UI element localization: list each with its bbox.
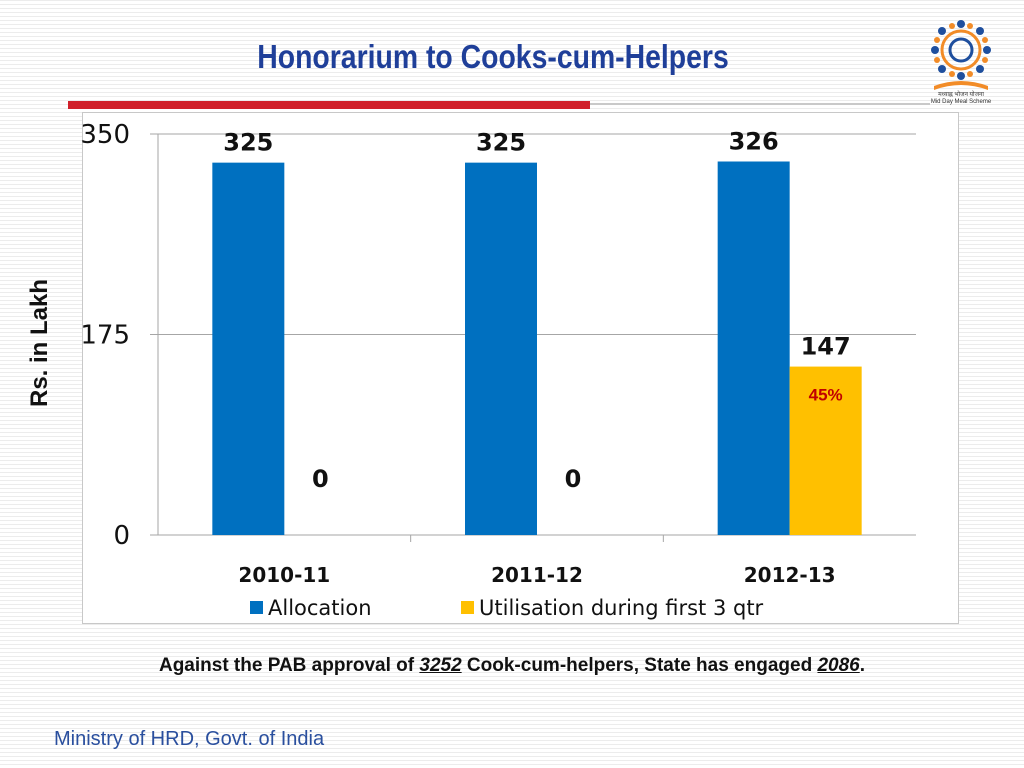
bar-0-2 [717,161,790,536]
data-label-0-2: 326 [729,127,779,155]
legend-item-allocation: Allocation [250,596,372,620]
footnote-engaged-count: 2086 [817,655,860,676]
logo-caption: मध्याह्न भोजन योजना Mid Day Meal Scheme [918,92,1004,106]
title-divider [590,103,930,105]
footer-text: Ministry of HRD, Govt. of India [54,728,325,750]
y-tick-label-1: 175 [80,321,130,351]
mid-day-meal-logo-icon [931,20,991,90]
footnote-approved-count: 3252 [419,655,462,676]
slide-title: Honorarium to Cooks-cum-Helpers [257,38,729,75]
legend-label-allocation: Allocation [268,596,372,620]
x-tick-label-1: 2011-12 [491,563,583,587]
logo-caption-english: Mid Day Meal Scheme [930,99,992,105]
legend-label-utilisation: Utilisation during first 3 qtr [479,596,764,620]
bar-0-0 [212,162,285,535]
y-tick-label-0: 0 [113,521,130,551]
legend-item-utilisation: Utilisation during first 3 qtr [461,596,763,620]
legend-swatch-allocation [250,601,263,614]
title-accent-rule [68,101,590,109]
data-label-0-1: 325 [476,129,526,157]
footnote-text-1: Against the PAB approval of [158,655,420,676]
data-label-0-0: 325 [223,129,273,157]
annotation-0: 45% [809,386,843,405]
y-tick-label-2: 350 [80,120,130,150]
logo-caption-hindi: मध्याह्न भोजन योजना [938,92,984,98]
x-tick-label-2: 2012-13 [744,563,836,587]
data-label-1-1: 0 [565,465,582,493]
legend-swatch-utilisation [461,601,474,614]
data-label-1-0: 0 [312,465,329,493]
footnote: Against the PAB approval of 3252 Cook-cu… [0,655,1024,677]
footnote-text-3: . [859,655,866,676]
footnote-text-2: Cook-cum-helpers, State has engaged [461,655,818,676]
data-label-1-2: 147 [801,333,851,361]
bar-1-2 [789,366,862,535]
x-tick-label-0: 2010-11 [238,563,330,587]
bar-0-1 [465,162,537,535]
